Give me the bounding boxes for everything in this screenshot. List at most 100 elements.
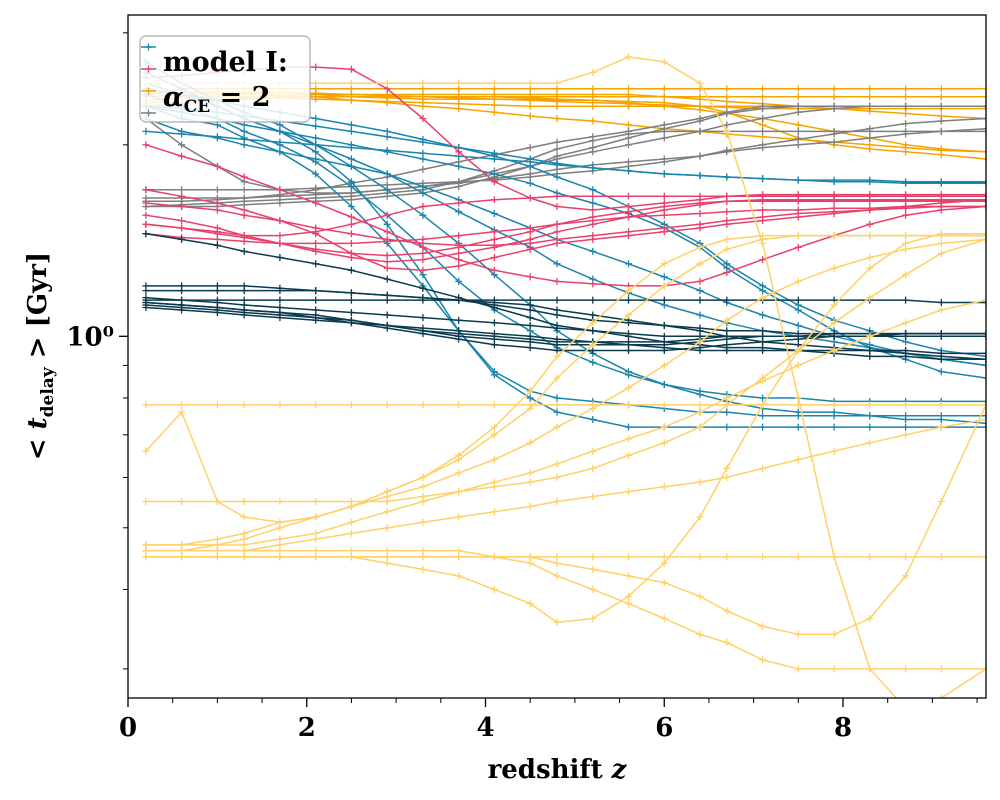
data-point bbox=[213, 235, 221, 243]
data-point bbox=[526, 158, 534, 166]
data-point bbox=[419, 518, 427, 526]
data-point bbox=[312, 79, 320, 87]
data-point bbox=[455, 100, 463, 108]
data-point bbox=[866, 401, 874, 409]
data-point bbox=[902, 553, 910, 561]
data-point bbox=[794, 408, 802, 416]
data-point bbox=[625, 332, 632, 340]
data-point bbox=[625, 592, 632, 600]
data-point bbox=[696, 95, 704, 103]
legend-marker bbox=[145, 109, 152, 117]
data-point bbox=[982, 235, 986, 243]
data-point bbox=[696, 199, 704, 207]
data-point bbox=[589, 341, 597, 349]
data-point bbox=[794, 85, 802, 93]
data-point bbox=[982, 115, 986, 122]
data-point bbox=[830, 138, 838, 146]
data-point bbox=[696, 243, 704, 251]
data-point bbox=[178, 224, 186, 232]
data-point bbox=[794, 102, 802, 110]
data-point bbox=[937, 423, 945, 431]
data-point bbox=[625, 553, 632, 561]
data-point bbox=[937, 85, 945, 93]
data-point bbox=[213, 186, 221, 194]
data-point bbox=[383, 264, 391, 272]
data-point bbox=[589, 358, 597, 366]
data-point bbox=[589, 464, 597, 472]
data-point bbox=[660, 102, 668, 110]
data-point bbox=[553, 239, 561, 247]
data-point bbox=[383, 186, 391, 194]
data-point bbox=[178, 547, 186, 555]
data-point bbox=[276, 138, 284, 146]
data-point bbox=[866, 134, 874, 142]
data-point bbox=[419, 284, 427, 292]
series-52 bbox=[142, 53, 986, 698]
data-point bbox=[178, 553, 186, 561]
data-point bbox=[830, 401, 838, 409]
data-point bbox=[794, 665, 802, 673]
data-point bbox=[455, 513, 463, 521]
data-point bbox=[696, 423, 704, 431]
data-point bbox=[830, 197, 838, 205]
data-point bbox=[625, 311, 632, 319]
data-point bbox=[240, 529, 248, 537]
data-point bbox=[526, 559, 534, 567]
data-point bbox=[660, 58, 668, 66]
data-point bbox=[178, 152, 186, 160]
data-point bbox=[830, 210, 838, 217]
data-point bbox=[759, 85, 767, 93]
data-point bbox=[526, 102, 534, 110]
data-point bbox=[794, 93, 802, 101]
data-point bbox=[982, 352, 986, 360]
data-point bbox=[625, 99, 632, 107]
data-point bbox=[830, 127, 838, 135]
data-point bbox=[723, 553, 731, 561]
data-point bbox=[178, 141, 186, 149]
data-point bbox=[526, 144, 534, 152]
series-49 bbox=[142, 230, 986, 626]
data-point bbox=[660, 553, 668, 561]
data-point bbox=[902, 239, 910, 247]
data-point bbox=[982, 203, 986, 210]
data-point bbox=[553, 347, 561, 354]
data-point bbox=[312, 230, 320, 238]
data-point bbox=[240, 247, 248, 255]
data-point bbox=[142, 220, 150, 228]
data-point bbox=[276, 232, 284, 240]
data-point bbox=[759, 294, 767, 302]
data-point bbox=[276, 127, 284, 135]
data-point bbox=[902, 431, 910, 439]
data-point bbox=[178, 306, 186, 314]
data-point bbox=[312, 498, 320, 505]
data-point bbox=[982, 361, 986, 369]
data-point bbox=[213, 206, 221, 214]
data-point bbox=[794, 232, 802, 240]
data-point bbox=[660, 322, 668, 329]
data-point bbox=[866, 127, 874, 135]
data-point bbox=[312, 141, 320, 149]
data-point bbox=[383, 275, 391, 283]
data-point bbox=[625, 287, 632, 295]
data-point bbox=[276, 498, 284, 505]
data-point bbox=[759, 394, 767, 402]
data-point bbox=[312, 287, 320, 295]
data-point bbox=[723, 173, 731, 181]
data-point bbox=[660, 192, 668, 200]
data-point bbox=[794, 108, 802, 116]
data-point bbox=[383, 252, 391, 259]
data-point bbox=[589, 327, 597, 335]
data-point bbox=[759, 311, 767, 319]
series-line bbox=[145, 93, 986, 417]
data-point bbox=[589, 416, 597, 423]
data-point bbox=[660, 344, 668, 352]
data-point bbox=[347, 296, 355, 304]
legend: model I: αCE = 2 bbox=[139, 35, 311, 123]
data-point bbox=[276, 239, 284, 247]
data-point bbox=[589, 164, 597, 172]
data-point bbox=[526, 344, 534, 352]
data-point bbox=[759, 121, 767, 129]
data-point bbox=[625, 167, 632, 175]
data-point bbox=[625, 600, 632, 608]
data-point bbox=[937, 498, 945, 505]
